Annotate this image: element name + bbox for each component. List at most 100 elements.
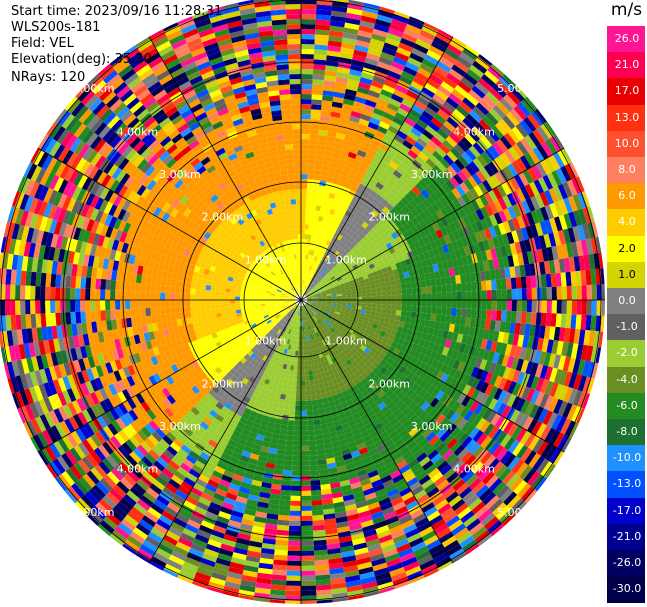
velocity-gate xyxy=(281,174,289,181)
velocity-gate xyxy=(341,297,347,300)
velocity-gate xyxy=(195,310,202,317)
velocity-gate xyxy=(70,311,77,325)
velocity-gate xyxy=(600,268,605,285)
velocity-gate xyxy=(486,290,492,300)
velocity-gate xyxy=(301,69,314,75)
velocity-gate xyxy=(311,94,323,101)
velocity-gate xyxy=(210,290,216,296)
velocity-gate xyxy=(145,283,151,293)
velocity-gate xyxy=(570,271,577,286)
velocity-gate xyxy=(311,298,317,300)
velocity-gate xyxy=(301,154,309,160)
velocity-gate xyxy=(463,264,470,274)
velocity-gate xyxy=(551,245,559,260)
velocity-gate xyxy=(287,34,301,40)
velocity-gate xyxy=(346,292,352,296)
velocity-gate xyxy=(210,285,217,291)
velocity-gate xyxy=(350,285,356,290)
velocity-gate xyxy=(489,269,496,280)
velocity-gate xyxy=(585,269,592,285)
velocity-gate xyxy=(25,300,31,315)
velocity-gate xyxy=(278,89,291,96)
velocity-gate xyxy=(502,256,510,268)
velocity-gate xyxy=(321,297,327,299)
velocity-gate xyxy=(286,19,301,25)
velocity-gate xyxy=(476,281,482,291)
velocity-gate xyxy=(531,287,537,300)
velocity-gate xyxy=(15,300,21,315)
velocity-gate xyxy=(40,272,47,287)
velocity-gate xyxy=(284,194,291,201)
velocity-gate xyxy=(306,199,312,205)
velocity-gate xyxy=(220,287,226,293)
velocity-gate xyxy=(312,189,319,196)
velocity-gate xyxy=(80,311,87,324)
velocity-gate xyxy=(313,174,321,181)
velocity-gate xyxy=(326,295,332,298)
velocity-gate xyxy=(279,164,288,171)
velocity-gate xyxy=(458,247,467,257)
velocity-gate xyxy=(290,89,301,95)
velocity-gate xyxy=(556,244,564,260)
velocity-gate xyxy=(359,279,365,285)
velocity-gate xyxy=(301,124,311,130)
velocity-gate xyxy=(40,300,46,314)
velocity-gate xyxy=(90,289,96,300)
velocity-gate xyxy=(215,291,221,296)
velocity-gate xyxy=(195,294,201,300)
velocity-gate xyxy=(190,294,196,300)
velocity-gate xyxy=(395,284,402,290)
velocity-gate xyxy=(301,4,317,10)
velocity-gate xyxy=(308,144,318,150)
velocity-gate xyxy=(434,270,441,279)
velocity-gate xyxy=(466,254,474,265)
velocity-gate xyxy=(210,309,217,315)
velocity-gate xyxy=(285,4,301,10)
velocity-gate xyxy=(306,297,312,299)
velocity-gate xyxy=(250,302,256,306)
velocity-gate xyxy=(65,275,72,288)
velocity-gate xyxy=(497,257,505,269)
velocity-gate xyxy=(190,300,196,306)
velocity-gate xyxy=(80,276,87,289)
velocity-gate xyxy=(368,276,375,282)
velocity-gate xyxy=(305,214,310,220)
velocity-gate xyxy=(540,274,547,288)
velocity-gate xyxy=(578,255,586,271)
velocity-gate xyxy=(311,296,317,299)
velocity-gate xyxy=(155,307,161,316)
velocity-gate xyxy=(422,266,430,274)
velocity-gate xyxy=(405,282,412,289)
velocity-gate xyxy=(313,64,326,71)
velocity-gate xyxy=(286,204,292,211)
velocity-gate xyxy=(288,69,301,75)
velocity-gate xyxy=(429,271,436,280)
velocity-gate xyxy=(351,297,357,300)
velocity-gate xyxy=(130,300,136,309)
velocity-gate xyxy=(371,296,377,300)
velocity-gate xyxy=(314,169,322,176)
velocity-gate xyxy=(297,234,301,240)
velocity-gate xyxy=(390,285,397,291)
velocity-gate xyxy=(100,289,106,300)
velocity-gate xyxy=(560,272,567,287)
velocity-gate xyxy=(304,224,309,230)
velocity-gate xyxy=(511,288,517,300)
velocity-gate xyxy=(110,290,116,300)
velocity-gate xyxy=(280,169,288,176)
velocity-gate xyxy=(321,295,327,298)
velocity-gate xyxy=(396,289,402,295)
velocity-gate xyxy=(315,159,324,166)
velocity-gate xyxy=(105,300,111,311)
velocity-gate xyxy=(465,273,472,283)
velocity-gate xyxy=(175,280,182,288)
velocity-gate xyxy=(165,278,172,287)
velocity-gate xyxy=(505,277,512,290)
velocity-gate xyxy=(289,189,296,195)
velocity-gate xyxy=(381,295,387,300)
velocity-gate xyxy=(225,303,231,308)
velocity-gate xyxy=(230,296,236,300)
velocity-gate xyxy=(307,169,315,175)
velocity-gate xyxy=(170,279,177,287)
velocity-gate xyxy=(295,249,299,255)
